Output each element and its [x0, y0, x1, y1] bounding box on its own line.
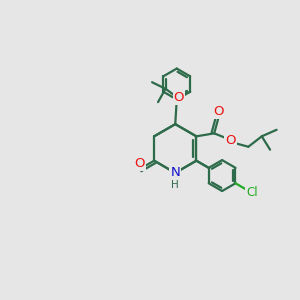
Text: Cl: Cl: [246, 186, 257, 199]
Text: O: O: [225, 134, 236, 147]
Text: O: O: [174, 91, 184, 104]
Text: O: O: [213, 105, 224, 118]
Text: O: O: [135, 157, 145, 170]
Text: H: H: [171, 180, 179, 190]
Text: N: N: [170, 167, 180, 179]
